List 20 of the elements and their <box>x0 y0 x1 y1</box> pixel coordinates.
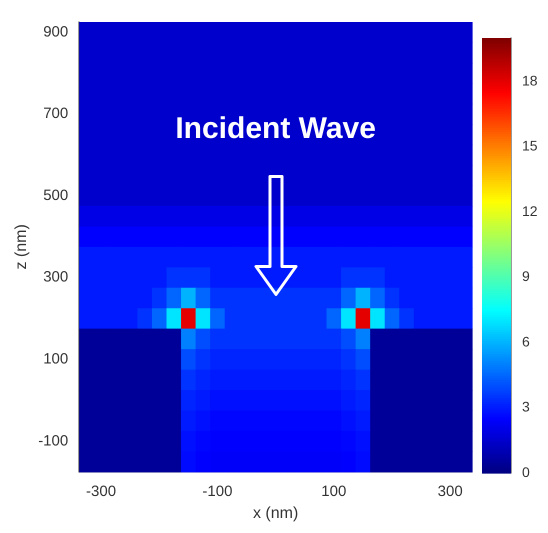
color-bar-label: 18 <box>522 72 538 88</box>
color-bar-label: 15 <box>522 138 538 154</box>
y-tick-label: 300 <box>43 268 68 286</box>
color-bar-label: 9 <box>522 268 530 284</box>
x-tick-label: 300 <box>438 482 463 500</box>
y-axis-title: z (nm) <box>13 224 30 270</box>
color-bar-label: 3 <box>522 398 530 415</box>
y-tick-label: 900 <box>43 23 68 40</box>
x-tick-label: -100 <box>202 482 232 500</box>
color-bar-label: 12 <box>522 202 538 219</box>
y-tick-label: 700 <box>43 105 68 122</box>
x-tick-label: -300 <box>86 482 116 500</box>
y-tick-label: 100 <box>43 350 68 368</box>
x-tick-label: 100 <box>321 482 346 500</box>
annotation: Incident Wave <box>175 112 376 146</box>
y-tick-label: -100 <box>38 432 68 450</box>
color-bar-label: 6 <box>522 333 530 350</box>
y-tick-label: 500 <box>43 186 68 204</box>
x-axis-title: x (nm) <box>252 504 298 522</box>
color-bar-label: 0 <box>522 464 530 480</box>
